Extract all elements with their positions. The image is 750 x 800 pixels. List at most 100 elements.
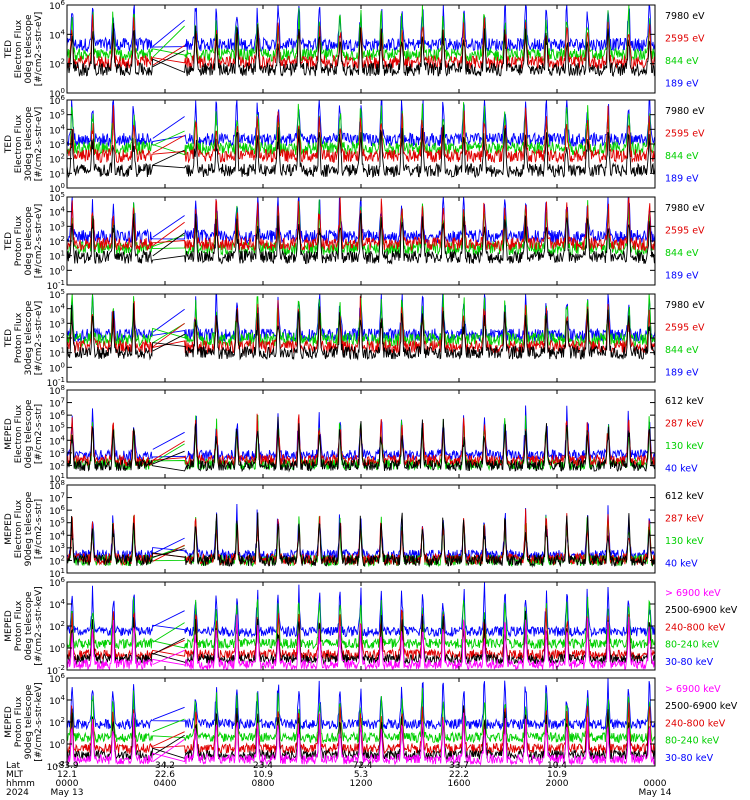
legend-entry: 287 keV (665, 418, 704, 429)
legend-entry: 2500-6900 keV (665, 701, 738, 712)
y-tick-label: 10-1 (47, 376, 65, 389)
y-tick-label: 103 (49, 138, 65, 151)
series-line (67, 678, 655, 731)
y-tick-label: 102 (49, 620, 65, 633)
footer-value: 34.2 (155, 761, 175, 771)
legend-entry: 240-800 keV (665, 622, 726, 633)
footer-value: 0800 (252, 779, 275, 789)
legend-entry: 2595 eV (665, 128, 705, 139)
legend-entry: 240-800 keV (665, 718, 726, 729)
legend-entry: 844 eV (665, 345, 699, 356)
footer-start-date: May 13 (51, 788, 84, 798)
legend-entry: > 6900 keV (665, 684, 721, 695)
series-line (67, 512, 655, 568)
y-tick-label: 102 (49, 716, 65, 729)
footer-value: 12.1 (57, 770, 77, 780)
legend-entry: 612 keV (665, 396, 704, 407)
y-tick-label: 105 (49, 109, 65, 122)
y-tick-label: 106 (49, 94, 65, 107)
y-axis-label: MEPEDElectron Flux90deg telescope[#/cm2-… (4, 491, 44, 566)
legend-entry: 130 keV (665, 536, 704, 547)
y-tick-label: 106 (49, 504, 65, 517)
series-line (67, 610, 655, 666)
legend-entry: 2500-6900 keV (665, 605, 738, 616)
y-tick-label: 10-1 (47, 279, 65, 292)
series-line (67, 100, 655, 148)
series-traces (67, 100, 655, 179)
legend-entry: 189 eV (665, 173, 699, 184)
y-tick-label: 104 (49, 434, 65, 447)
legend-entry: 287 keV (665, 513, 704, 524)
y-tick-label: 102 (49, 235, 65, 248)
legend-entry: 30-80 keV (665, 657, 714, 668)
footer-end-date: May 14 (639, 788, 672, 798)
series-line (67, 503, 655, 563)
y-axis-label: MEPEDProton Flux0deg telescope[#/cm2-s-s… (4, 586, 44, 665)
footer-value: -72.4 (349, 761, 373, 771)
footer-value: 1600 (448, 779, 471, 789)
panel-1: 100 102 104 106 TEDElectron Flux0deg telesco… (4, 0, 705, 100)
legend-entry: 844 eV (665, 151, 699, 162)
y-tick-label: 101 (49, 472, 65, 485)
y-tick-label: 101 (49, 347, 65, 360)
footer-value: 10.9 (547, 770, 567, 780)
series-line (67, 582, 655, 639)
y-axis-label: MEPEDProton Flux90deg telescope[#/cm2-s-… (4, 682, 44, 761)
series-line (67, 5, 655, 53)
y-tick-label: 106 (49, 0, 65, 12)
legend-entry: 130 keV (665, 441, 704, 452)
footer-row-label: hhmm (6, 779, 35, 789)
legend-entry: 844 eV (665, 248, 699, 259)
legend-entry: 189 eV (665, 270, 699, 281)
y-axis-label: TEDElectron Flux0deg telescope[#/cm2-s-s… (4, 12, 44, 87)
y-tick-label: 108 (49, 384, 65, 397)
series-traces (67, 405, 655, 473)
legend-entry: > 6900 keV (665, 588, 721, 599)
footer-value: 10.4 (547, 761, 567, 771)
series-line (67, 105, 655, 164)
legend-entry: 40 keV (665, 558, 698, 569)
y-tick-label: 104 (49, 303, 65, 316)
y-tick-label: 106 (49, 672, 65, 685)
series-line (67, 212, 655, 265)
y-tick-label: 104 (49, 598, 65, 611)
y-tick-label: 100 (49, 738, 65, 751)
legend-entry: 2595 eV (665, 322, 705, 333)
legend-entry: 40 keV (665, 463, 698, 474)
series-traces (67, 5, 655, 78)
series-line (67, 702, 655, 755)
legend-entry: 80-240 keV (665, 640, 720, 651)
legend-entry: 2595 eV (665, 225, 705, 236)
y-tick-label: 102 (49, 554, 65, 567)
footer-value: 0000 (644, 779, 667, 789)
footer-value: 2000 (546, 779, 569, 789)
y-tick-label: 103 (49, 542, 65, 555)
y-tick-label: 104 (49, 206, 65, 219)
y-tick-label: 10-2 (47, 664, 65, 677)
y-tick-label: 104 (49, 529, 65, 542)
y-tick-label: 102 (49, 153, 65, 166)
series-line (67, 197, 655, 245)
y-tick-label: 101 (49, 250, 65, 263)
series-line (67, 197, 655, 252)
y-tick-label: 100 (49, 264, 65, 277)
legend-entry: 189 eV (665, 367, 699, 378)
y-tick-label: 102 (49, 459, 65, 472)
legend-entry: 844 eV (665, 56, 699, 67)
y-tick-label: 102 (49, 58, 65, 71)
series-line (67, 712, 655, 766)
footer-value: 5.3 (354, 770, 368, 780)
y-tick-label: 106 (49, 576, 65, 589)
series-line (67, 687, 655, 744)
y-tick-label: 10-2 (47, 760, 65, 773)
y-tick-label: 104 (49, 694, 65, 707)
y-axis-label: TEDElectron Flux30deg telescope[#/cm2-s-… (4, 106, 44, 181)
y-tick-label: 104 (49, 123, 65, 136)
y-tick-label: 104 (49, 28, 65, 41)
footer-year: 2024 (6, 788, 29, 798)
series-traces (67, 678, 655, 766)
